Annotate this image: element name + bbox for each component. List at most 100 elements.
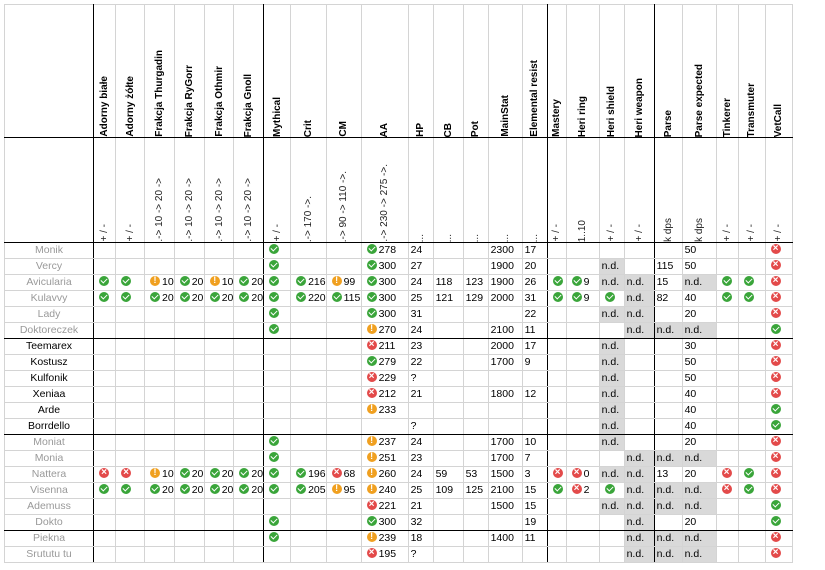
cell-mastery[interactable] — [546, 322, 567, 339]
cell-rygorr[interactable] — [173, 450, 205, 467]
cell-elem[interactable]: 7 — [521, 450, 548, 467]
cell-thurgadin[interactable] — [144, 418, 175, 435]
cell-parse_exp[interactable]: 20 — [681, 466, 717, 483]
cell-cm[interactable] — [325, 450, 362, 467]
cell-parse[interactable]: n.d. — [653, 530, 683, 547]
cell-pot[interactable] — [462, 498, 489, 515]
cell-aa[interactable]: 300 — [360, 258, 409, 275]
cell-adorny_zolte[interactable] — [115, 322, 145, 339]
cell-heri_shield[interactable] — [598, 530, 625, 547]
cell-adorny_biale[interactable] — [93, 242, 116, 259]
cell-vetcall[interactable] — [764, 530, 793, 547]
cell-othmir[interactable] — [203, 386, 235, 403]
cell-hp[interactable]: 23 — [407, 450, 434, 467]
cell-heri_weapon[interactable] — [623, 386, 655, 403]
cell-hp[interactable]: 22 — [407, 354, 434, 371]
cell-parse_exp[interactable]: 40 — [681, 386, 717, 403]
cell-vetcall[interactable] — [764, 514, 793, 531]
cell-cb[interactable] — [432, 546, 464, 563]
cell-mythical[interactable] — [263, 242, 292, 259]
column-header-adorny_zolte[interactable]: Adorny żółte — [115, 4, 145, 138]
cell-vetcall[interactable] — [764, 466, 793, 483]
cell-aa[interactable]: 240 — [360, 482, 409, 499]
cell-parse_exp[interactable]: 50 — [681, 354, 717, 371]
cell-cm[interactable]: 99 — [325, 274, 362, 291]
player-name-cell[interactable]: Teemarex — [4, 338, 94, 355]
cell-heri_weapon[interactable]: n.d. — [623, 482, 655, 499]
cell-adorny_zolte[interactable] — [115, 546, 145, 563]
cell-rygorr[interactable] — [173, 418, 205, 435]
player-name-cell[interactable]: Arde — [4, 402, 94, 419]
cell-parse_exp[interactable]: n.d. — [681, 274, 717, 291]
cell-thurgadin[interactable] — [144, 242, 175, 259]
cell-aa[interactable] — [360, 418, 409, 435]
cell-cb[interactable] — [432, 434, 464, 451]
cell-mastery[interactable] — [546, 402, 567, 419]
cell-elem[interactable]: 19 — [521, 514, 548, 531]
column-header-aa[interactable]: AA — [360, 4, 409, 138]
cell-tinkerer[interactable] — [715, 274, 739, 291]
cell-cm[interactable]: 68 — [325, 466, 362, 483]
cell-gnoll[interactable] — [233, 338, 265, 355]
cell-heri_ring[interactable] — [565, 306, 600, 323]
cell-vetcall[interactable] — [764, 498, 793, 515]
cell-heri_ring[interactable]: 0 — [565, 466, 600, 483]
cell-mastery[interactable] — [546, 386, 567, 403]
cell-adorny_zolte[interactable] — [115, 466, 145, 483]
cell-gnoll[interactable] — [233, 258, 265, 275]
cell-rygorr[interactable] — [173, 322, 205, 339]
cell-mainstat[interactable] — [487, 418, 523, 435]
cell-thurgadin[interactable] — [144, 498, 175, 515]
cell-heri_shield[interactable]: n.d. — [598, 498, 625, 515]
cell-parse[interactable]: 13 — [653, 466, 683, 483]
cell-hp[interactable]: 27 — [407, 258, 434, 275]
cell-mythical[interactable] — [263, 434, 292, 451]
cell-thurgadin[interactable] — [144, 258, 175, 275]
cell-hp[interactable] — [407, 402, 434, 419]
cell-heri_ring[interactable]: 2 — [565, 482, 600, 499]
column-header-thurgadin[interactable]: Frakcja Thurgadin — [144, 4, 175, 138]
cell-elem[interactable]: 11 — [521, 322, 548, 339]
cell-cm[interactable] — [325, 418, 362, 435]
cell-aa[interactable]: 300 — [360, 290, 409, 307]
cell-heri_shield[interactable]: n.d. — [598, 274, 625, 291]
cell-transmuter[interactable] — [737, 290, 766, 307]
cell-vetcall[interactable] — [764, 434, 793, 451]
cell-gnoll[interactable] — [233, 434, 265, 451]
cell-mythical[interactable] — [263, 386, 292, 403]
cell-heri_weapon[interactable] — [623, 338, 655, 355]
cell-tinkerer[interactable] — [715, 322, 739, 339]
cell-heri_ring[interactable] — [565, 418, 600, 435]
cell-aa[interactable]: 300 — [360, 306, 409, 323]
cell-cb[interactable] — [432, 386, 464, 403]
column-header-mythical[interactable]: Mythical — [263, 4, 292, 138]
player-name-cell[interactable]: Kulavvy — [4, 290, 94, 307]
cell-heri_ring[interactable] — [565, 514, 600, 531]
cell-parse[interactable] — [653, 514, 683, 531]
cell-mythical[interactable] — [263, 258, 292, 275]
cell-thurgadin[interactable] — [144, 434, 175, 451]
cell-thurgadin[interactable] — [144, 530, 175, 547]
cell-parse_exp[interactable]: n.d. — [681, 450, 717, 467]
cell-adorny_zolte[interactable] — [115, 530, 145, 547]
cell-othmir[interactable] — [203, 514, 235, 531]
cell-pot[interactable] — [462, 434, 489, 451]
cell-gnoll[interactable] — [233, 498, 265, 515]
cell-parse_exp[interactable]: 40 — [681, 290, 717, 307]
cell-aa[interactable]: 260 — [360, 466, 409, 483]
cell-pot[interactable] — [462, 354, 489, 371]
cell-parse[interactable]: n.d. — [653, 450, 683, 467]
cell-aa[interactable]: 212 — [360, 386, 409, 403]
cell-crit[interactable] — [290, 434, 327, 451]
cell-elem[interactable]: 12 — [521, 386, 548, 403]
cell-othmir[interactable]: 20 — [203, 482, 235, 499]
cell-vetcall[interactable] — [764, 242, 793, 259]
cell-heri_ring[interactable] — [565, 450, 600, 467]
cell-gnoll[interactable] — [233, 322, 265, 339]
cell-rygorr[interactable] — [173, 514, 205, 531]
cell-mainstat[interactable]: 2100 — [487, 322, 523, 339]
cell-heri_ring[interactable] — [565, 338, 600, 355]
cell-gnoll[interactable] — [233, 530, 265, 547]
cell-transmuter[interactable] — [737, 482, 766, 499]
cell-pot[interactable] — [462, 514, 489, 531]
